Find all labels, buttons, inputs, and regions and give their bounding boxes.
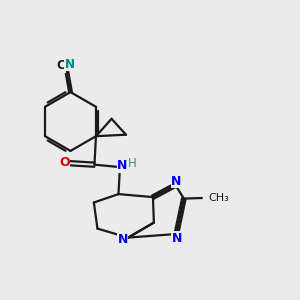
Text: N: N [65, 58, 75, 71]
Text: CH₃: CH₃ [208, 193, 229, 203]
Text: N: N [118, 232, 128, 246]
Text: C: C [56, 59, 65, 72]
Text: N: N [117, 159, 128, 172]
Text: N: N [172, 232, 182, 245]
Text: N: N [171, 175, 182, 188]
Text: O: O [59, 156, 70, 170]
Text: H: H [128, 157, 137, 170]
